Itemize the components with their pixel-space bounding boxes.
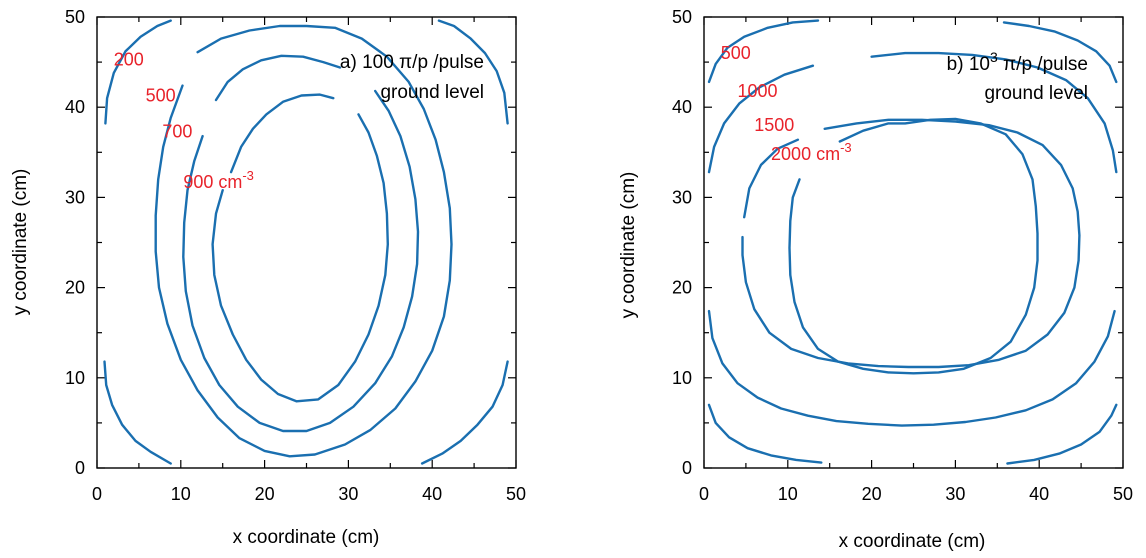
x-tick-label: 0 [92, 484, 102, 504]
title-prefix: b) 10 [947, 54, 990, 75]
contour-label-value: 700 [162, 122, 192, 142]
x-tick-label: 50 [506, 484, 526, 504]
y-tick-label: 20 [672, 278, 692, 298]
title-suffix: π/p /pulse [998, 54, 1088, 75]
y-tick-label: 50 [672, 7, 692, 27]
contour-label-500: 500 [721, 43, 751, 63]
x-tick-label: 30 [338, 484, 358, 504]
contour-label-unit-exponent: -3 [840, 140, 852, 155]
y-tick-label: 0 [75, 458, 85, 478]
contour-line-200 [437, 19, 509, 125]
contour-lines [707, 19, 1118, 465]
title-superscript: 3 [990, 49, 998, 65]
panel-title-line-1: a) 100 π/p /pulse [340, 52, 484, 73]
contour-label-value: 1500 [754, 115, 794, 135]
contour-label-unit-exponent: -3 [242, 168, 254, 183]
contour-label-1000: 1000 [738, 81, 778, 101]
x-tick-label: 10 [171, 484, 191, 504]
contour-line-500 [1002, 21, 1118, 84]
contour-label-1500: 1500 [754, 115, 794, 135]
contour-line-700 [214, 54, 342, 102]
contour-line-1000 [707, 309, 1116, 427]
contour-line-2000 [788, 117, 1039, 375]
contour-labels: 500 1000 1500 2000 cm-3 [721, 43, 852, 164]
x-tick-label: 20 [255, 484, 275, 504]
contour-line-200 [104, 19, 172, 125]
panel-title-line-1: b) 103 π/p /pulse [947, 49, 1088, 75]
contour-label-2000: 2000 cm-3 [771, 140, 852, 164]
contour-line-500 [707, 403, 823, 464]
x-tick-label: 40 [1029, 484, 1049, 504]
x-axis-label: x coordinate (cm) [233, 527, 380, 548]
y-tick-label: 10 [672, 368, 692, 388]
panel-title-line-2: ground level [984, 83, 1088, 104]
y-tick-label: 20 [65, 278, 85, 298]
x-tick-label: 30 [945, 484, 965, 504]
contour-line-700 [182, 89, 420, 433]
contour-line-1000 [870, 51, 1118, 174]
contour-label-900: 900 cm-3 [183, 168, 254, 192]
y-tick-label: 30 [65, 187, 85, 207]
contour-label-value: 900 cm [183, 172, 242, 192]
contour-label-value: 1000 [738, 81, 778, 101]
x-tick-label: 10 [778, 484, 798, 504]
contour-label-500: 500 [146, 85, 176, 105]
contour-label-value: 500 [146, 85, 176, 105]
y-tick-label: 10 [65, 368, 85, 388]
y-tick-label: 50 [65, 7, 85, 27]
y-tick-label: 40 [672, 97, 692, 117]
contour-line-1000 [707, 64, 815, 174]
contour-line-900 [229, 93, 335, 174]
panel-title-line-2: ground level [380, 82, 484, 103]
x-tick-label: 50 [1113, 484, 1133, 504]
contour-label-200: 200 [114, 49, 144, 69]
y-tick-label: 40 [65, 97, 85, 117]
contour-line-500 [707, 19, 820, 84]
contour-label-700: 700 [162, 122, 192, 142]
contour-lines [103, 19, 509, 465]
x-tick-label: 20 [862, 484, 882, 504]
contour-line-1500 [743, 138, 800, 219]
contour-line-500 [154, 24, 453, 458]
contour-line-900 [211, 113, 389, 403]
contour-line-500 [1006, 403, 1118, 465]
x-tick-label: 0 [699, 484, 709, 504]
contour-label-value: 500 [721, 43, 751, 63]
contour-label-value: 200 [114, 49, 144, 69]
y-tick-label: 30 [672, 187, 692, 207]
contour-line-200 [103, 360, 172, 465]
y-axis-label: y coordinate (cm) [618, 172, 639, 319]
contour-line-200 [420, 360, 509, 465]
x-axis-label: x coordinate (cm) [839, 531, 986, 552]
x-tick-label: 40 [422, 484, 442, 504]
y-tick-label: 0 [682, 458, 692, 478]
contour-label-value: 2000 cm [771, 144, 840, 164]
y-axis-label: y coordinate (cm) [10, 169, 31, 316]
